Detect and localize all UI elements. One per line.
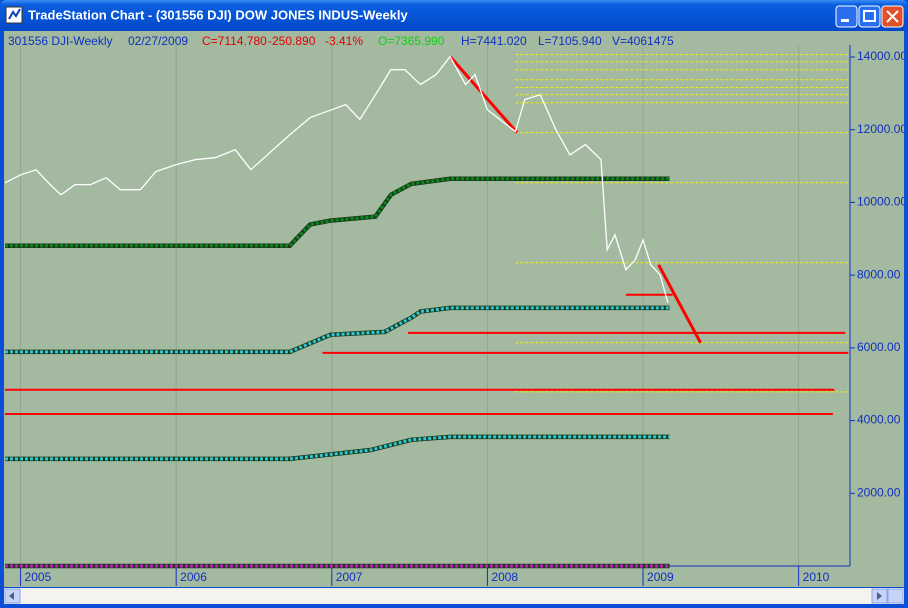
scroll-end[interactable] xyxy=(887,588,904,604)
y-tick-label: 8000.00 xyxy=(857,267,901,281)
trendline xyxy=(657,264,702,344)
maximize-button[interactable] xyxy=(858,5,881,28)
x-tick-label: 2008 xyxy=(491,570,518,584)
change: -250.890 xyxy=(268,34,316,48)
trendline xyxy=(448,55,519,134)
x-tick-label: 2010 xyxy=(803,570,830,584)
change-pct: -3.41% xyxy=(325,34,363,48)
y-tick-label: 10000.00 xyxy=(857,195,907,209)
plot: 2005 2006 2007 2008 2009 2010 2000.00 4000.00 60… xyxy=(4,45,907,586)
high: H=7441.020 xyxy=(461,34,527,48)
x-tick-label: 2007 xyxy=(336,570,363,584)
y-tick-label: 12000.00 xyxy=(857,122,907,136)
indicator-dots xyxy=(5,177,670,248)
y-tick-label: 2000.00 xyxy=(857,485,901,499)
y-tick-label: 4000.00 xyxy=(857,413,901,427)
low: L=7105.940 xyxy=(538,34,602,48)
close-button[interactable] xyxy=(881,5,904,28)
app-icon-glyph xyxy=(8,8,21,20)
title-bar xyxy=(0,0,908,31)
close: C=7114.780 xyxy=(202,34,267,48)
indicator-dots xyxy=(5,306,670,354)
bar-date: 02/27/2009 xyxy=(128,34,188,48)
indicator-dots xyxy=(5,435,670,461)
window-title: TradeStation Chart - (301556 DJI) DOW JO… xyxy=(28,7,409,22)
volume: V=4061475 xyxy=(612,34,674,48)
scrollbar[interactable] xyxy=(4,588,904,604)
price-line xyxy=(4,55,669,303)
x-tick-label: 2006 xyxy=(180,570,207,584)
x-tick-label: 2005 xyxy=(25,570,52,584)
open: O=7365.990 xyxy=(378,34,445,48)
y-tick-label: 14000.00 xyxy=(857,49,907,63)
y-tick-label: 6000.00 xyxy=(857,340,901,354)
minimize-button[interactable] xyxy=(835,5,858,28)
header-info: 301556 DJI-Weekly 02/27/2009 C=7114.780 … xyxy=(8,34,674,48)
x-tick-label: 2009 xyxy=(647,570,674,584)
symbol: 301556 DJI-Weekly xyxy=(8,34,113,48)
